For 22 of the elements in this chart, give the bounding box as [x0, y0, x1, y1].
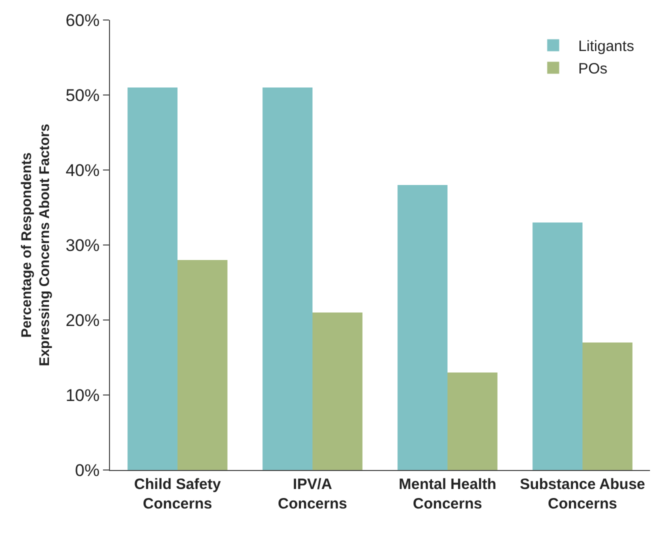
- bar: [582, 342, 632, 470]
- y-tick-label: 20%: [66, 310, 100, 330]
- y-tick-label: 60%: [66, 10, 100, 30]
- bar: [448, 372, 498, 470]
- x-tick-label: Mental Health Concerns: [398, 476, 496, 512]
- x-tick-label: Substance Abuse Concerns: [520, 476, 646, 512]
- legend-label: Litigants: [578, 38, 634, 56]
- bar: [312, 312, 362, 470]
- bar: [178, 260, 228, 470]
- bar: [262, 88, 312, 470]
- bar: [532, 222, 582, 470]
- y-tick-label: 40%: [66, 160, 100, 180]
- x-tick-label: Child Safety Concerns: [134, 476, 222, 512]
- bar: [398, 185, 448, 470]
- y-tick-label: 10%: [66, 386, 100, 405]
- bar: [128, 88, 178, 470]
- legend-label: POs: [578, 60, 608, 78]
- y-axis-title: Percentage of Respondents Expressing Concerns About Factors: [18, 124, 52, 366]
- y-tick-label: 50%: [66, 86, 100, 105]
- x-tick-label: IPV/A Concerns: [278, 476, 348, 512]
- y-tick-label: 30%: [66, 236, 100, 255]
- y-tick-label: 0%: [75, 460, 100, 480]
